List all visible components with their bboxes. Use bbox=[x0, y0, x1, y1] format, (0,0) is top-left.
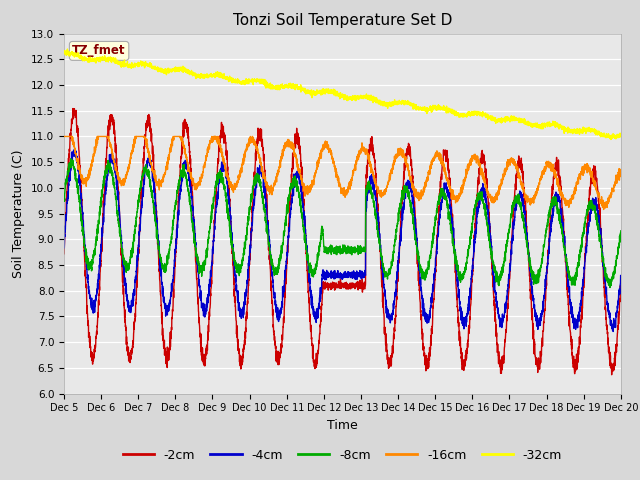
Text: TZ_fmet: TZ_fmet bbox=[72, 44, 126, 58]
X-axis label: Time: Time bbox=[327, 419, 358, 432]
Legend: -2cm, -4cm, -8cm, -16cm, -32cm: -2cm, -4cm, -8cm, -16cm, -32cm bbox=[118, 444, 567, 467]
Title: Tonzi Soil Temperature Set D: Tonzi Soil Temperature Set D bbox=[233, 13, 452, 28]
Y-axis label: Soil Temperature (C): Soil Temperature (C) bbox=[12, 149, 26, 278]
